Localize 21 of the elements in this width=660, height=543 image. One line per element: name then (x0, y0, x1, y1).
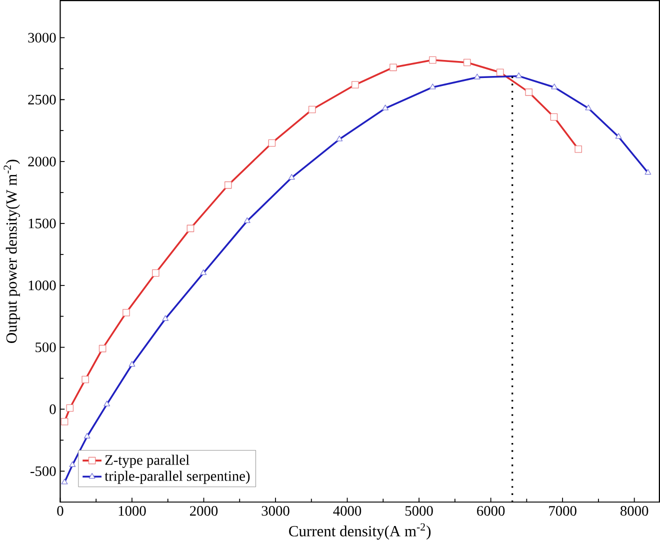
x-tick-label: 0 (57, 506, 64, 516)
y-tick-label: 0 (50, 404, 56, 414)
y-tick-label: 1500 (28, 218, 56, 228)
x-tick-label: 2000 (190, 506, 218, 516)
x-tick-label: 4000 (333, 506, 362, 516)
y-tick-label: 3000 (28, 32, 56, 42)
x-tick-label: 1000 (118, 506, 146, 516)
y-axis-title: Output power density(W m$^{-2}$) (4, 160, 20, 343)
x-tick-label: 8000 (620, 506, 648, 516)
x-axis-title: Current density(A m$^{-2}$) (289, 523, 431, 540)
legend-label: triple-parallel serpentine) (104, 470, 250, 484)
x-tick-label: 5000 (405, 506, 433, 516)
x-tick-label: 3000 (262, 506, 290, 516)
x-tick-label: 6000 (477, 506, 505, 516)
y-tick-label: 500 (36, 342, 56, 352)
legend-label: Z-type parallel (105, 454, 190, 468)
y-tick-label: -500 (30, 466, 56, 476)
x-tick-label: 7000 (549, 506, 576, 516)
y-tick-label: 1000 (28, 280, 56, 290)
y-tick-label: 2000 (28, 156, 56, 166)
y-tick-label: 2500 (28, 94, 56, 104)
